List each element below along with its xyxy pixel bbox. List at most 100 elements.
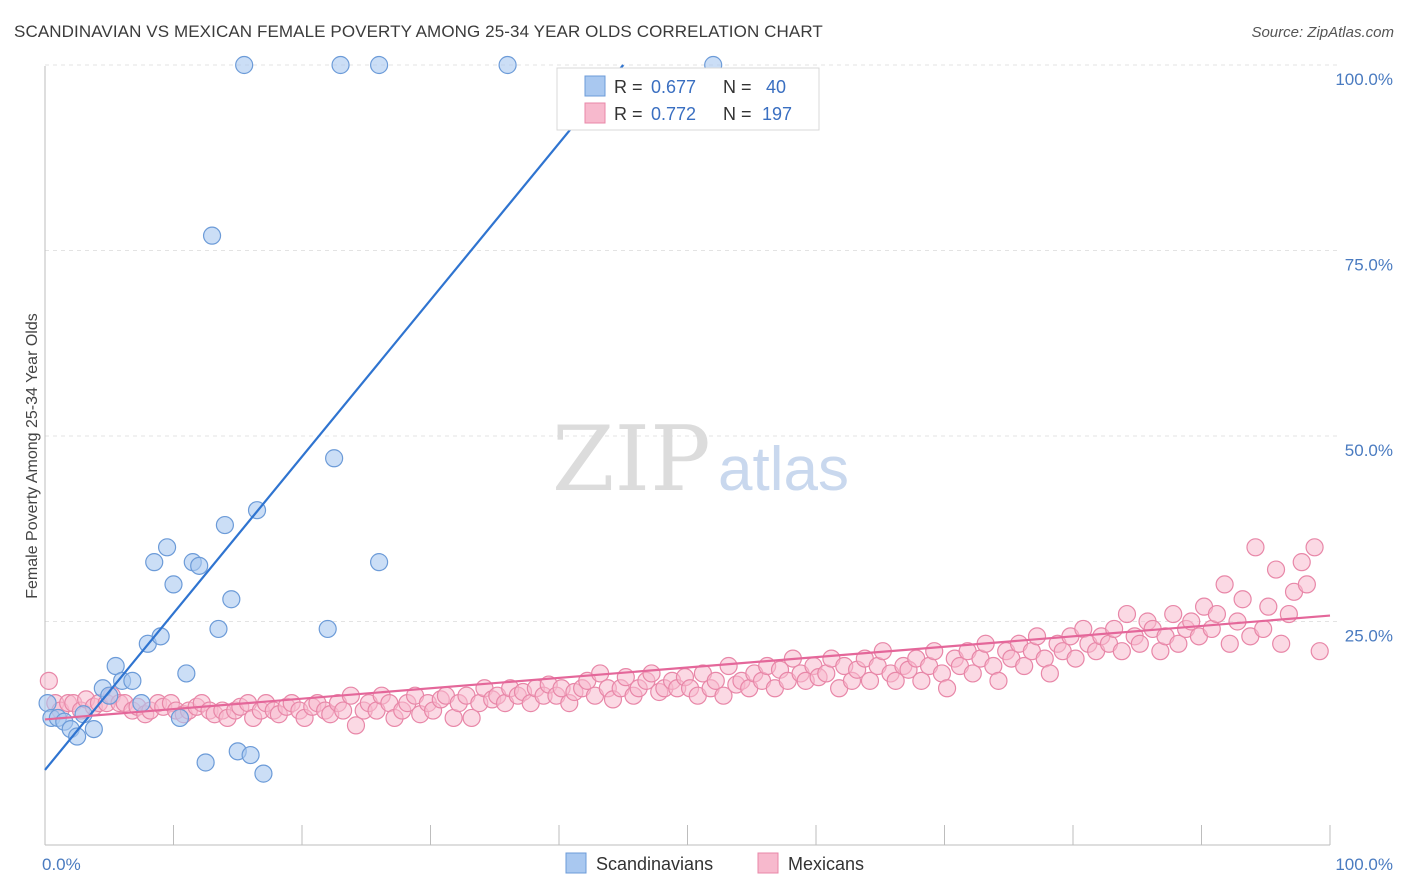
point-mexicans	[1215, 575, 1234, 594]
point-mexicans	[1233, 590, 1252, 609]
point-mexicans	[719, 656, 738, 676]
point-mexicans	[346, 716, 366, 735]
point-mexicans	[714, 686, 733, 705]
point-scandinavians	[190, 556, 209, 575]
point-mexicans	[1112, 642, 1131, 661]
point-mexicans	[937, 679, 957, 698]
point-scandinavians	[132, 694, 151, 713]
point-scandinavians	[196, 753, 215, 772]
point-mexicans	[1066, 649, 1085, 668]
point-scandinavians	[164, 575, 183, 594]
legend-n-value-0: 40	[766, 77, 786, 97]
point-mexicans	[1040, 664, 1059, 683]
point-mexicans	[1207, 604, 1227, 624]
point-mexicans	[1164, 604, 1183, 624]
point-scandinavians	[215, 515, 234, 535]
point-mexicans	[1169, 634, 1188, 653]
legend-r-value-1: 0.772	[651, 104, 696, 124]
point-scandinavians	[235, 55, 254, 75]
y-tick-label: 75.0%	[1345, 256, 1393, 275]
point-mexicans	[1130, 634, 1149, 653]
y-tick-label: 50.0%	[1345, 441, 1393, 460]
y-axis-title: Female Poverty Among 25-34 Year Olds	[24, 313, 41, 599]
bottom-legend: Scandinavians Mexicans	[565, 852, 864, 874]
point-scandinavians	[222, 590, 241, 609]
legend-swatch-scandinavians	[584, 75, 606, 97]
y-tick-label: 25.0%	[1345, 627, 1393, 646]
legend-r-label-1: R =	[614, 104, 643, 124]
bottom-legend-label-scandinavians: Scandinavians	[596, 854, 713, 874]
point-mexicans	[1105, 619, 1124, 639]
point-mexicans	[642, 664, 661, 683]
point-mexicans	[706, 671, 725, 690]
legend-n-label-0: N =	[723, 77, 752, 97]
bottom-legend-swatch-scandinavians	[565, 852, 587, 874]
legend-swatch-mexicans	[584, 102, 606, 124]
point-scandinavians	[318, 619, 337, 639]
point-mexicans	[963, 664, 982, 683]
point-scandinavians	[100, 686, 119, 705]
tick-labels: 100.0% 75.0% 50.0% 25.0% 0.0% 100.0%	[42, 70, 1393, 874]
point-scandinavians	[331, 55, 350, 75]
point-scandinavians	[370, 55, 389, 75]
point-mexicans	[1266, 560, 1286, 579]
gridlines	[45, 64, 1340, 622]
bottom-legend-label-mexicans: Mexicans	[788, 854, 864, 874]
point-scandinavians	[68, 727, 87, 746]
point-scandinavians	[84, 719, 103, 739]
chart-title: SCANDINAVIAN VS MEXICAN FEMALE POVERTY A…	[14, 22, 823, 41]
point-scandinavians	[177, 664, 196, 683]
point-mexicans	[989, 671, 1008, 690]
point-mexicans	[1272, 634, 1291, 653]
bottom-legend-swatch-mexicans	[757, 852, 779, 874]
point-scandinavians	[145, 553, 164, 572]
trend-lines	[44, 64, 1331, 771]
legend-r-label-0: R =	[614, 77, 643, 97]
point-scandinavians	[123, 671, 142, 690]
point-mexicans	[1297, 575, 1316, 594]
legend-n-value-1: 197	[762, 104, 792, 124]
point-mexicans	[1254, 619, 1273, 639]
point-mexicans	[1220, 634, 1239, 653]
watermark: ZIP atlas	[552, 407, 849, 512]
legend: R = 0.677 N = 40 R = 0.772 N = 197	[556, 67, 820, 131]
point-scandinavians	[370, 553, 389, 572]
trend-line-scandinavians	[44, 64, 625, 771]
point-scandinavians	[241, 745, 260, 765]
y-tick-label: 100.0%	[1335, 70, 1393, 89]
legend-n-label-1: N =	[723, 104, 752, 124]
point-scandinavians	[209, 619, 228, 639]
point-mexicans	[925, 642, 944, 661]
point-mexicans	[1259, 597, 1278, 616]
point-mexicans	[39, 671, 58, 690]
point-mexicans	[860, 671, 880, 690]
point-mexicans	[1027, 627, 1047, 646]
point-mexicans	[886, 671, 905, 690]
source-credit: Source: ZipAtlas.com	[1251, 24, 1394, 41]
point-mexicans	[1305, 538, 1324, 557]
point-mexicans	[334, 701, 353, 720]
point-scandinavians	[254, 764, 273, 783]
watermark-atlas: atlas	[718, 435, 849, 504]
point-mexicans	[912, 671, 931, 690]
x-tick-label-max: 100.0%	[1335, 855, 1393, 874]
point-scandinavians	[157, 538, 177, 557]
point-mexicans	[1246, 538, 1265, 557]
point-mexicans	[462, 708, 481, 728]
point-scandinavians	[498, 55, 517, 75]
point-mexicans	[1310, 642, 1329, 661]
point-scandinavians	[325, 449, 344, 468]
point-scandinavians	[202, 226, 222, 245]
point-mexicans	[1292, 553, 1311, 572]
point-mexicans	[1015, 656, 1034, 676]
watermark-zip: ZIP	[552, 407, 711, 512]
series-scandinavians	[38, 55, 723, 783]
series-mexicans	[39, 538, 1329, 735]
legend-r-value-0: 0.677	[651, 77, 696, 97]
point-scandinavians	[38, 694, 57, 713]
x-tick-label-min: 0.0%	[42, 855, 81, 874]
point-scandinavians	[170, 708, 190, 728]
point-mexicans	[1117, 604, 1137, 624]
trend-line-mexicans	[44, 614, 1331, 721]
